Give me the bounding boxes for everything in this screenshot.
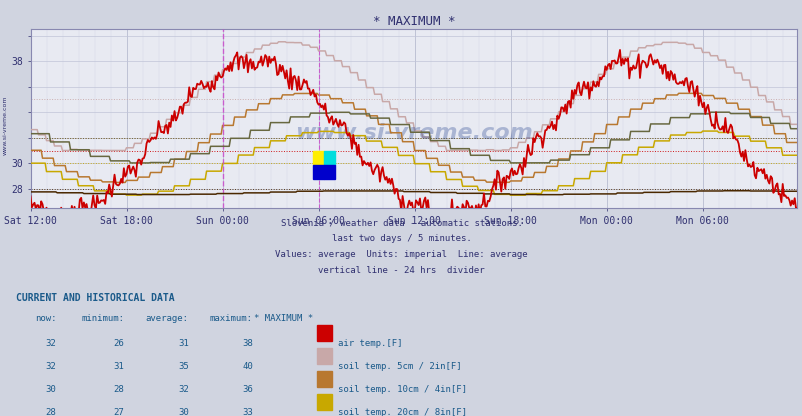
Text: 30: 30	[46, 385, 56, 394]
Text: 36: 36	[242, 385, 253, 394]
Text: 28: 28	[46, 408, 56, 416]
Text: CURRENT AND HISTORICAL DATA: CURRENT AND HISTORICAL DATA	[16, 293, 175, 303]
Text: 32: 32	[178, 385, 188, 394]
Text: 27: 27	[114, 408, 124, 416]
Text: maximum:: maximum:	[209, 314, 253, 323]
Text: www.si-vreme.com: www.si-vreme.com	[3, 95, 8, 155]
Text: air temp.[F]: air temp.[F]	[338, 339, 402, 348]
Text: now:: now:	[34, 314, 56, 323]
Text: soil temp. 10cm / 4in[F]: soil temp. 10cm / 4in[F]	[338, 385, 467, 394]
Text: vertical line - 24 hrs  divider: vertical line - 24 hrs divider	[318, 266, 484, 275]
Bar	[313, 165, 323, 178]
Text: average:: average:	[145, 314, 188, 323]
Bar	[323, 165, 334, 178]
Text: 31: 31	[114, 362, 124, 371]
Text: last two days / 5 minutes.: last two days / 5 minutes.	[331, 234, 471, 243]
Text: 38: 38	[242, 339, 253, 348]
Text: soil temp. 20cm / 8in[F]: soil temp. 20cm / 8in[F]	[338, 408, 467, 416]
Text: 33: 33	[242, 408, 253, 416]
Text: 30: 30	[178, 408, 188, 416]
Text: Values: average  Units: imperial  Line: average: Values: average Units: imperial Line: av…	[275, 250, 527, 259]
Text: 32: 32	[46, 362, 56, 371]
Text: minimum:: minimum:	[81, 314, 124, 323]
Text: 35: 35	[178, 362, 188, 371]
Text: soil temp. 5cm / 2in[F]: soil temp. 5cm / 2in[F]	[338, 362, 461, 371]
Text: 31: 31	[178, 339, 188, 348]
Bar	[323, 151, 334, 165]
Text: Slovenia / weather data - automatic stations.: Slovenia / weather data - automatic stat…	[280, 218, 522, 228]
Bar	[313, 151, 323, 165]
Text: * MAXIMUM *: * MAXIMUM *	[253, 314, 313, 323]
Title: * MAXIMUM *: * MAXIMUM *	[372, 15, 455, 28]
Text: 32: 32	[46, 339, 56, 348]
Text: 40: 40	[242, 362, 253, 371]
Text: 28: 28	[114, 385, 124, 394]
Text: www.si-vreme.com: www.si-vreme.com	[294, 123, 533, 143]
Text: 26: 26	[114, 339, 124, 348]
